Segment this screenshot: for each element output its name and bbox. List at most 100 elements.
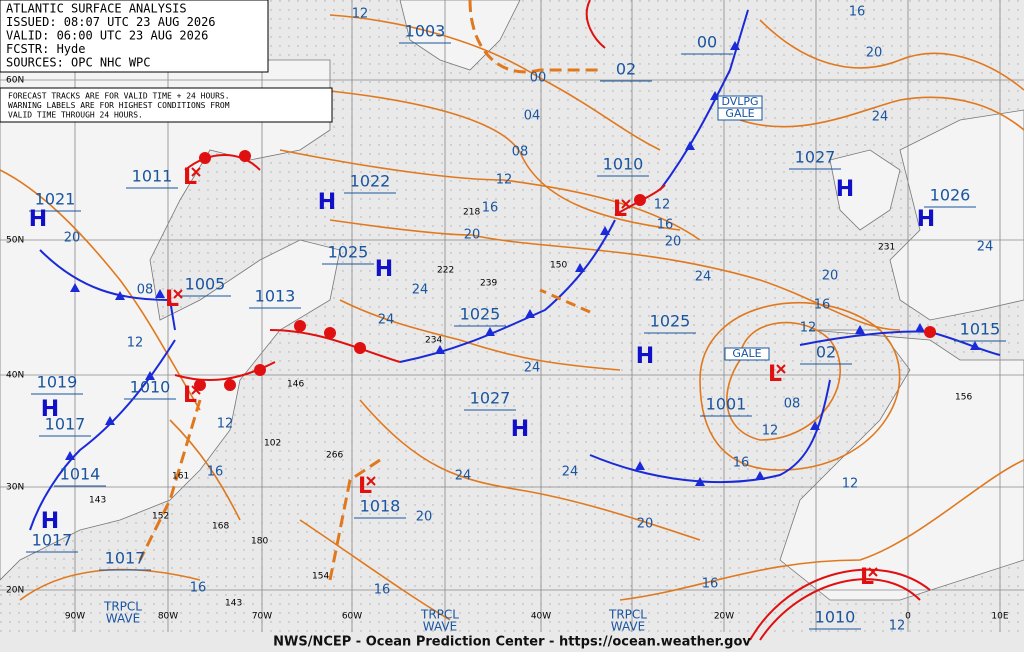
cold-front-symbol bbox=[970, 341, 980, 350]
cold-front-symbol bbox=[65, 451, 75, 460]
isobar-label: 16 bbox=[374, 583, 391, 598]
isobar-label: 12 bbox=[654, 198, 671, 213]
station-pressure: 218 bbox=[463, 208, 480, 218]
cold-front-symbol bbox=[105, 416, 115, 425]
cold-front-symbol bbox=[115, 291, 125, 300]
pressure-label: 1011 bbox=[132, 167, 173, 186]
isobar-label: 16 bbox=[702, 577, 719, 592]
latitude-label: 60N bbox=[6, 76, 24, 86]
isobar-label: 20 bbox=[64, 231, 81, 246]
latitude-label: 30N bbox=[6, 483, 24, 493]
pressure-label: 1021 bbox=[35, 190, 76, 209]
note-box bbox=[0, 87, 333, 123]
longitude-label: 90W bbox=[65, 612, 85, 622]
pressure-label: 1025 bbox=[328, 243, 369, 262]
pressure-label: 1027 bbox=[470, 389, 511, 408]
station-pressure: 143 bbox=[225, 599, 242, 609]
high-center: H bbox=[636, 344, 654, 369]
isobar-label: 20 bbox=[665, 235, 682, 250]
pressure-label: 1019 bbox=[37, 373, 78, 392]
low-center: L bbox=[183, 383, 197, 408]
isobar-label: 12 bbox=[762, 424, 779, 439]
station-pressure: 152 bbox=[152, 512, 169, 522]
latitude-label: 40N bbox=[6, 371, 24, 381]
warning-box bbox=[717, 107, 763, 121]
pressure-label: 1025 bbox=[650, 312, 691, 331]
low-center: L bbox=[183, 165, 197, 190]
isobar-label: 12 bbox=[217, 417, 234, 432]
low-cross bbox=[173, 289, 183, 299]
low-cross bbox=[191, 167, 201, 177]
warm-front-symbol bbox=[254, 364, 266, 376]
station-pressure: 231 bbox=[878, 243, 895, 253]
cold-front-symbol bbox=[145, 371, 155, 380]
cold-front-symbol bbox=[755, 471, 765, 480]
longitude-label: 10E bbox=[991, 612, 1008, 622]
isobar-label: 24 bbox=[378, 313, 395, 328]
longitude-label: 60W bbox=[342, 612, 362, 622]
isobar-label: 16 bbox=[814, 298, 831, 313]
note-line: WARNING LABELS ARE FOR HIGHEST CONDITION… bbox=[8, 101, 230, 110]
cold-front-symbol bbox=[635, 461, 645, 470]
cold-front-symbol bbox=[695, 477, 705, 486]
pressure-label: 1010 bbox=[815, 608, 856, 627]
pressure-label: 1003 bbox=[405, 22, 446, 41]
header-line: SOURCES: OPC NHC WPC bbox=[6, 56, 151, 70]
low-cross bbox=[191, 385, 201, 395]
pressure-label: 1001 bbox=[706, 395, 747, 414]
pressure-label: 1017 bbox=[32, 531, 73, 550]
wave-label: WAVE bbox=[611, 620, 645, 634]
isobar-label: 24 bbox=[562, 465, 579, 480]
cold-front-symbol bbox=[575, 263, 585, 272]
pressure-label: 1017 bbox=[45, 415, 86, 434]
isobar-label: 16 bbox=[190, 581, 207, 596]
low-center: L bbox=[768, 362, 782, 387]
wave-label: TRPCL bbox=[420, 608, 459, 622]
isobar-label: 08 bbox=[784, 397, 801, 412]
low-cross bbox=[776, 364, 786, 374]
low-cross bbox=[868, 567, 878, 577]
warm-front-symbol bbox=[324, 327, 336, 339]
cold-front-symbol bbox=[855, 325, 865, 334]
footer: NWS/NCEP - Ocean Prediction Center - htt… bbox=[273, 635, 751, 650]
latitude-label: 20N bbox=[6, 586, 24, 596]
high-center: H bbox=[511, 417, 529, 442]
isobar-label: 24 bbox=[977, 240, 994, 255]
pressure-label: 02 bbox=[816, 343, 836, 362]
cold-front-symbol bbox=[525, 309, 535, 318]
low-cross bbox=[366, 476, 376, 486]
station-pressure: 222 bbox=[437, 266, 454, 276]
cold-front-symbol bbox=[600, 226, 610, 235]
cold-front-symbol bbox=[155, 289, 165, 298]
isobars bbox=[0, 14, 1024, 621]
station-pressure: 102 bbox=[264, 439, 281, 449]
pressure-label: 1022 bbox=[350, 172, 391, 191]
isobar-label: 16 bbox=[657, 218, 674, 233]
longitude-label: 40W bbox=[531, 612, 551, 622]
isobar-label: 08 bbox=[512, 145, 529, 160]
latitude-label: 50N bbox=[6, 236, 24, 246]
isobar-label: 12 bbox=[842, 477, 859, 492]
pressure-label: 00 bbox=[697, 33, 717, 52]
header-line: VALID: 06:00 UTC 23 AUG 2026 bbox=[6, 29, 208, 43]
low-center: L bbox=[358, 474, 372, 499]
station-pressure: 156 bbox=[955, 393, 972, 403]
station-pressure: 150 bbox=[550, 261, 567, 271]
isobar-label: 16 bbox=[207, 465, 224, 480]
isobar-label: 20 bbox=[464, 228, 481, 243]
isobar-label: 24 bbox=[455, 469, 472, 484]
high-center: H bbox=[917, 207, 935, 232]
low-cross bbox=[621, 199, 631, 209]
isobar-label: 12 bbox=[889, 619, 906, 634]
station-pressure: 266 bbox=[326, 451, 343, 461]
isobar-label: 16 bbox=[849, 5, 866, 20]
cold-front-symbol bbox=[685, 141, 695, 150]
isobar-label: 24 bbox=[695, 270, 712, 285]
header-line: FCSTR: Hyde bbox=[6, 42, 85, 56]
pressure-label: 1025 bbox=[460, 305, 501, 324]
high-center: H bbox=[375, 257, 393, 282]
station-pressure: 239 bbox=[480, 279, 497, 289]
pressure-label: 1010 bbox=[603, 155, 644, 174]
station-pressure: 143 bbox=[89, 496, 106, 506]
isobar-label: 12 bbox=[127, 336, 144, 351]
